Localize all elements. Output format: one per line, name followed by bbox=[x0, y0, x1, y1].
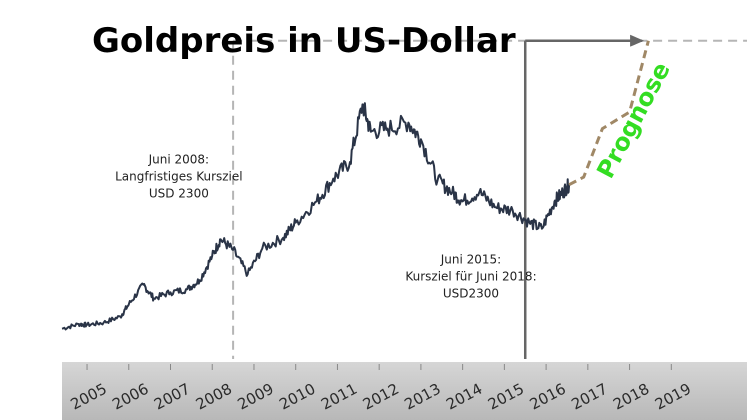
chart-title: Goldpreis in US-Dollar bbox=[92, 21, 516, 61]
annotation-line: Kursziel für Juni 2018: bbox=[405, 270, 536, 284]
prognosis-label: Prognose bbox=[591, 57, 675, 182]
annotation-line: Langfristiges Kursziel bbox=[115, 169, 243, 183]
annotation-line: USD2300 bbox=[443, 287, 499, 301]
annotation-0: Juni 2008: Langfristiges Kursziel USD 2300 bbox=[115, 152, 243, 200]
annotation-line: USD 2300 bbox=[149, 186, 209, 200]
series-line-0 bbox=[61, 102, 571, 331]
annotation-line: Juni 2008: bbox=[148, 152, 209, 166]
annotation-line: Juni 2015: bbox=[440, 253, 501, 267]
prognosis-layer bbox=[568, 40, 650, 187]
x-axis-band bbox=[62, 362, 747, 420]
prognosis-line bbox=[568, 40, 650, 187]
series-layer bbox=[61, 102, 571, 331]
annotation-1: Juni 2015: Kursziel für Juni 2018: USD2300 bbox=[405, 253, 536, 301]
reference-lines bbox=[232, 39, 747, 359]
marker-lines bbox=[523, 34, 645, 359]
annotations: Juni 2008: Langfristiges Kursziel USD 2300… bbox=[115, 152, 537, 300]
